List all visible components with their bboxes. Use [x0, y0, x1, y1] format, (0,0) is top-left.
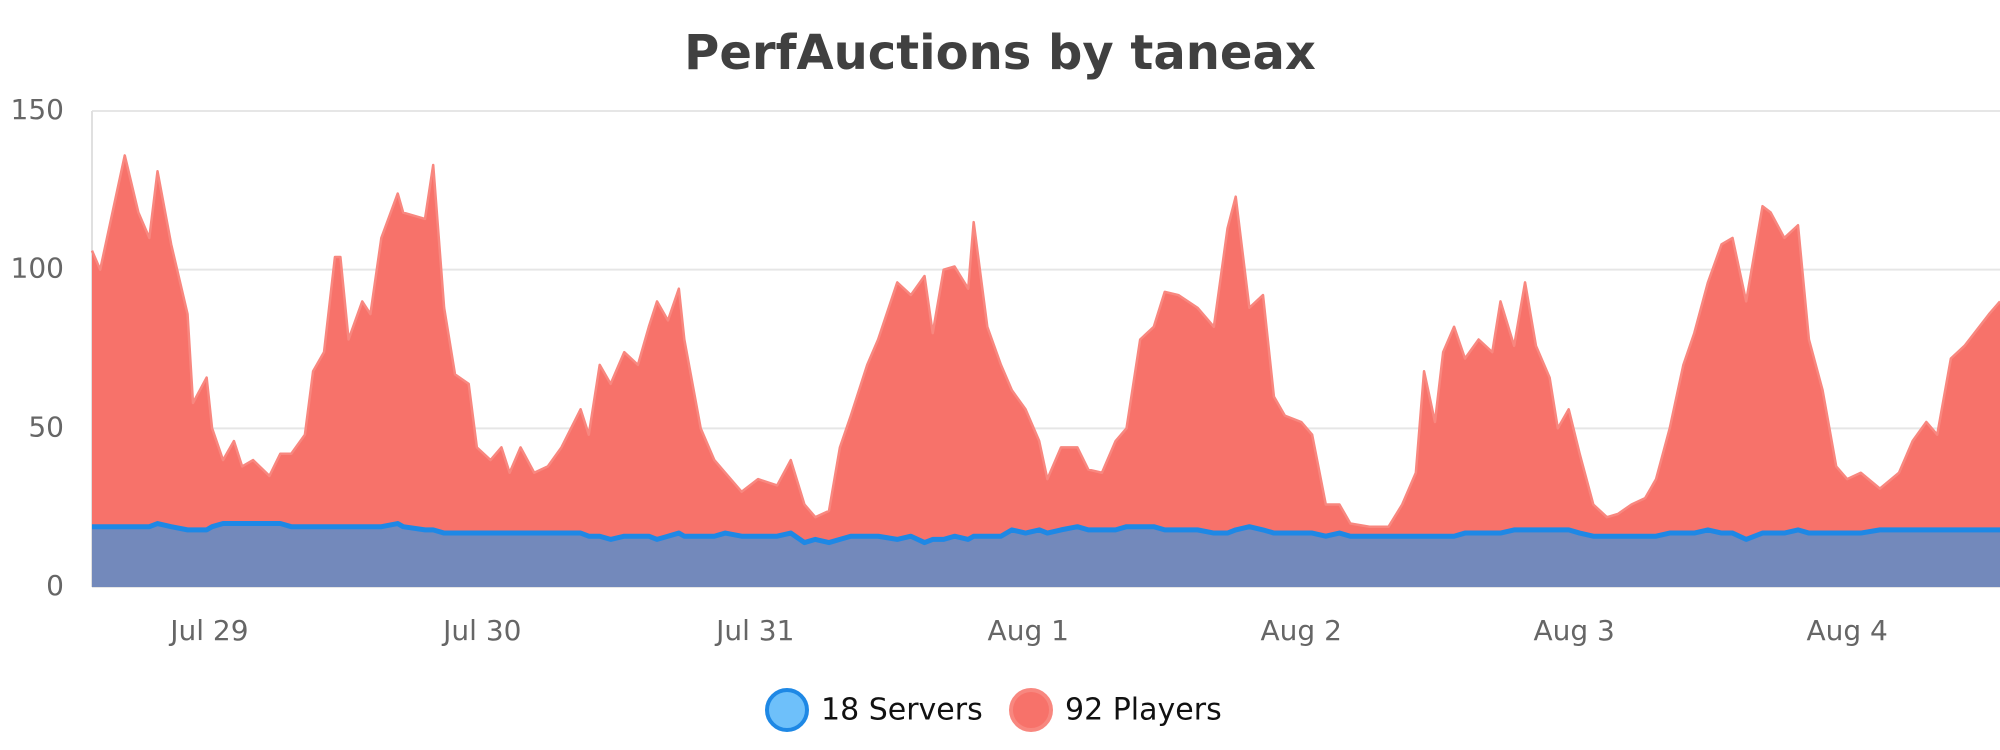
- x-tick-label: Jul 29: [168, 614, 248, 647]
- legend-marker: [765, 688, 809, 732]
- series-line: [92, 521, 2000, 546]
- y-tick-label: 0: [46, 569, 64, 602]
- series-line: [90, 154, 2000, 528]
- series-area: [92, 155, 2000, 587]
- x-tick-label: Aug 1: [988, 614, 1069, 647]
- legend-item: 18 Servers: [765, 688, 983, 732]
- chart-title: PerfAuctions by taneax: [684, 25, 1316, 81]
- x-tick-label: Aug 2: [1261, 614, 1342, 647]
- legend-label: 18 Servers: [821, 693, 983, 728]
- x-tick-label: Jul 30: [441, 614, 521, 647]
- y-tick-label: 100: [11, 252, 64, 285]
- legend-item: 92 Players: [1009, 688, 1222, 732]
- x-tick-label: Aug 4: [1806, 614, 1887, 647]
- series-area: [92, 523, 2000, 587]
- x-tick-label: Jul 31: [714, 614, 794, 647]
- y-tick-label: 50: [28, 410, 64, 443]
- x-tick-label: Aug 3: [1533, 614, 1614, 647]
- y-tick-label: 150: [11, 93, 64, 126]
- legend-label: 92 Players: [1065, 693, 1222, 728]
- legend-marker: [1009, 688, 1053, 732]
